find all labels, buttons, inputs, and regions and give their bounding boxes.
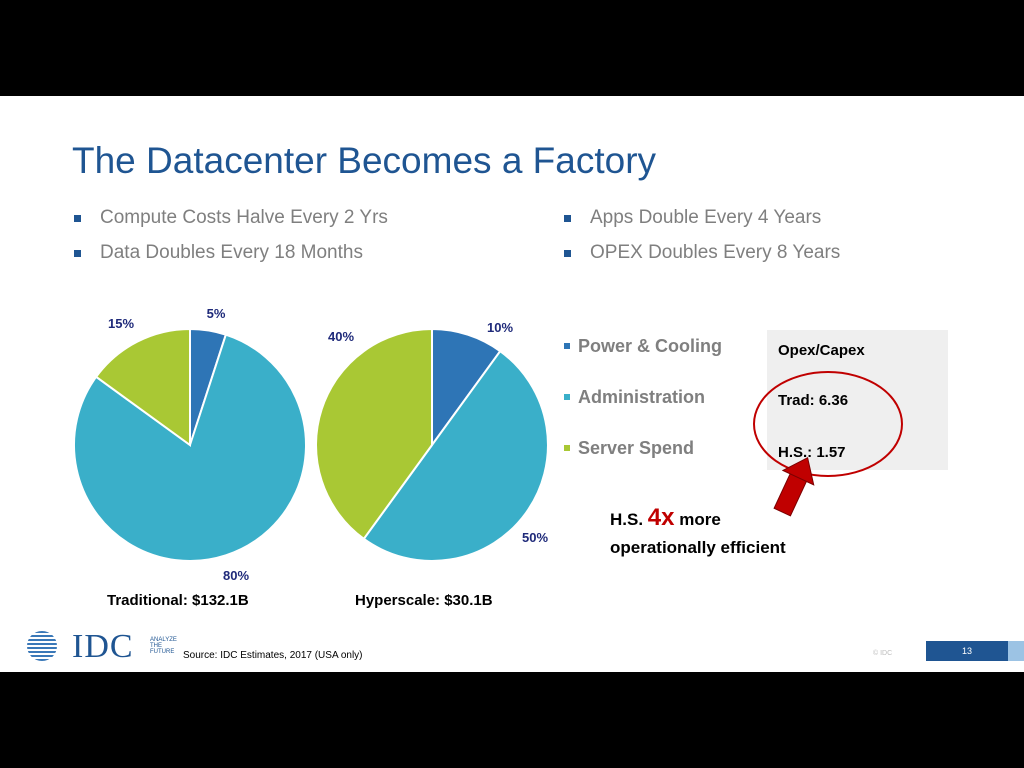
bullet-text: Compute Costs Halve Every 2 Yrs: [100, 207, 388, 228]
pie-charts: 5% 80% 15% Traditional: $132.1B 10% 50% 40% Hyp…: [73, 306, 549, 609]
legend-swatch: [564, 343, 570, 349]
pie-caption: Traditional: $132.1B: [107, 592, 249, 609]
pie-slice-traditional-administration: [73, 333, 307, 562]
tagline-line: ANALYZE: [150, 637, 177, 643]
bullet-item: Data Doubles Every 18 Months: [72, 241, 388, 276]
bullet-text: OPEX Doubles Every 8 Years: [590, 242, 841, 263]
idc-logo: IDC: [72, 628, 134, 665]
tagline-line: THE: [150, 643, 162, 649]
opex-capex-box: Opex/Capex Trad: 6.36 H.S.: 1.57: [767, 330, 948, 470]
opex-trad: Trad: 6.36: [778, 392, 849, 409]
bullet-text: Apps Double Every 4 Years: [590, 207, 822, 228]
bullet-square-icon: [564, 215, 571, 222]
callout-line1: H.S. 4x more: [610, 504, 786, 534]
idc-globe-icon: [27, 631, 57, 661]
legend-swatch: [564, 445, 570, 451]
bullet-list-right: Apps Double Every 4 Years OPEX Doubles E…: [562, 206, 840, 276]
legend-label: Server Spend: [578, 438, 695, 458]
legend-item-server-spend: Server Spend: [564, 436, 722, 487]
pie-data-label: 50%: [522, 530, 548, 545]
idc-tagline: ANALYZE THE FUTURE: [150, 637, 190, 655]
pie-data-label: 80%: [223, 568, 249, 583]
legend-swatch: [564, 394, 570, 400]
pie-data-label: 10%: [487, 320, 513, 335]
slide-title: The Datacenter Becomes a Factory: [72, 140, 657, 181]
pie-slice-traditional-server-spend: [94, 327, 191, 447]
efficiency-callout: H.S. 4x more operationally efficient: [610, 504, 786, 562]
pie-data-label: 15%: [108, 316, 134, 331]
page-number: 13: [926, 641, 1008, 661]
pie-slice-hyperscale-server-spend: [315, 327, 433, 541]
bullet-list-left: Compute Costs Halve Every 2 Yrs Data Dou…: [72, 206, 388, 276]
copyright: © IDC: [873, 650, 893, 657]
bullet-square-icon: [74, 250, 81, 257]
bullet-item: Compute Costs Halve Every 2 Yrs: [72, 206, 388, 241]
callout-prefix: H.S.: [610, 510, 644, 529]
bullet-text: Data Doubles Every 18 Months: [100, 242, 363, 263]
callout-line2: operationally efficient: [610, 538, 786, 557]
pie-slice-hyperscale-power-cooling: [431, 327, 502, 449]
callout-factor: 4x: [647, 504, 675, 531]
legend-label: Administration: [578, 387, 706, 407]
callout-suffix: more: [679, 510, 721, 529]
slide: The Datacenter Becomes a Factory Compute…: [0, 96, 1024, 672]
legend-label: Power & Cooling: [578, 336, 722, 356]
bullet-square-icon: [74, 215, 81, 222]
pie-slice-hyperscale-administration: [362, 349, 549, 562]
bullet-square-icon: [564, 250, 571, 257]
legend-item-administration: Administration: [564, 385, 722, 436]
bullet-item: OPEX Doubles Every 8 Years: [562, 241, 840, 276]
page-number-accent: [1008, 641, 1024, 661]
chart-legend: Power & Cooling Administration Server Sp…: [564, 334, 722, 487]
pie-data-label: 40%: [328, 329, 354, 344]
opex-hs: H.S.: 1.57: [778, 444, 846, 461]
pie-data-label: 5%: [207, 306, 226, 321]
pie-caption: Hyperscale: $30.1B: [355, 592, 493, 609]
source-note: Source: IDC Estimates, 2017 (USA only): [183, 650, 363, 661]
opex-title: Opex/Capex: [778, 342, 865, 359]
bullet-item: Apps Double Every 4 Years: [562, 206, 840, 241]
legend-item-power-cooling: Power & Cooling: [564, 334, 722, 385]
tagline-line: FUTURE: [150, 649, 175, 655]
